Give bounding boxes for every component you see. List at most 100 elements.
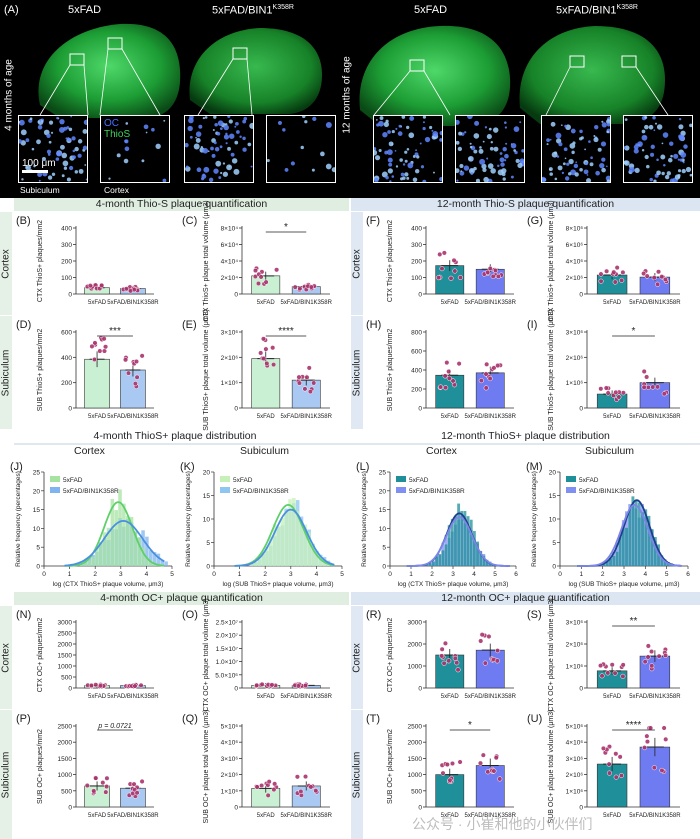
plaque-dot — [594, 124, 599, 130]
plaque-dot — [504, 126, 508, 129]
data-point-I — [620, 390, 626, 396]
plaque-dot — [669, 141, 674, 146]
y-tick-label-C: 0 — [234, 292, 238, 299]
y-tick-label-U: 5×10⁶ — [566, 724, 584, 731]
plaque-dot — [51, 172, 56, 177]
x-axis-label-J: log (CTX ThioS+ plaque volume, μm3) — [53, 581, 164, 588]
plaque-dot — [504, 153, 509, 159]
data-point-U — [651, 765, 657, 771]
plaque-dot — [504, 159, 507, 162]
y-tick-label-L: 0 — [382, 564, 386, 571]
plaque-dot — [214, 146, 220, 152]
plaque-speckles — [456, 116, 524, 182]
data-point-E — [271, 362, 277, 368]
plaque-dot — [215, 160, 222, 167]
hist-bin-L — [428, 563, 432, 566]
plaque-dot — [374, 147, 377, 151]
data-point-U — [613, 774, 619, 780]
data-point-T — [493, 755, 499, 761]
hist-bin-M — [637, 502, 641, 566]
scale-bar — [22, 170, 48, 173]
plaque-dot — [383, 121, 389, 128]
plaque-dot — [550, 121, 556, 127]
plaque-dot — [235, 121, 239, 126]
sig-label-D: *** — [109, 326, 121, 337]
y-tick-label-M: 10 — [549, 517, 557, 524]
y-tick-label-O: 2.0×10⁷ — [216, 633, 239, 640]
hist-bin-J — [148, 550, 153, 566]
plaque-dot — [624, 146, 627, 150]
hist-bin-J — [137, 537, 141, 566]
plaque-dot — [660, 154, 666, 160]
plaque-dot — [218, 176, 222, 179]
plaque-dot — [404, 150, 408, 154]
plaque-dot — [213, 116, 217, 119]
chart-H: (H) SUB ThioS+ plaques/mm2 0 200 400 600 800 5x… — [366, 319, 517, 420]
plaque-dot — [459, 163, 464, 169]
plaque-dot — [195, 138, 201, 143]
plaque-dot — [661, 171, 665, 176]
plaque-dot — [680, 152, 687, 158]
plaque-dot — [108, 177, 111, 180]
plaque-dot — [236, 130, 240, 134]
hist-bin-J — [95, 546, 99, 566]
plaque-dot — [589, 162, 594, 167]
x-tick-label-H-1: 5xFAD/BIN1K358R — [465, 414, 517, 420]
plaque-dot — [250, 165, 253, 168]
plaque-dot — [422, 126, 426, 131]
scale-bar-label: 100 μm — [22, 158, 56, 169]
x-tick-label-M: 0 — [558, 571, 562, 578]
plaque-dot — [564, 157, 567, 160]
plaque-dot — [311, 168, 315, 172]
plaque-dot — [19, 121, 21, 123]
y-axis-label-R: CTX OC+ plaques/mm2 — [387, 618, 394, 693]
plaque-dot — [666, 171, 671, 176]
data-point-O — [302, 683, 308, 689]
plaque-dot — [385, 175, 389, 180]
data-point-F — [485, 269, 491, 275]
data-point-I — [644, 374, 650, 380]
plaque-dot — [195, 136, 197, 139]
hist-bin-J — [148, 560, 153, 566]
plaque-dot — [77, 139, 83, 144]
plaque-dot — [277, 120, 283, 125]
plaque-dot — [207, 150, 210, 153]
hist-bin-J — [122, 503, 126, 566]
data-point-H — [495, 363, 501, 369]
plaque-dot — [200, 146, 203, 149]
data-point-N — [98, 683, 104, 689]
fit-curve-M-1 — [577, 503, 682, 567]
plaque-dot — [242, 136, 246, 141]
plaque-dot — [123, 158, 129, 164]
plaque-dot — [401, 116, 406, 119]
data-point-G — [619, 277, 625, 283]
hist-bin-M — [631, 496, 635, 566]
row-label-cortex-4: Cortex — [351, 606, 363, 709]
data-point-G — [598, 278, 604, 284]
data-point-H — [450, 378, 456, 384]
x-tick-label-I-0: 5xFAD — [603, 414, 622, 420]
row-label-subiculum-4: Subiculum — [351, 710, 363, 839]
panel-label-E: (E) — [182, 319, 197, 331]
hist-bin-K — [318, 556, 323, 566]
data-point-E — [258, 350, 264, 356]
data-point-R — [446, 658, 452, 664]
label-cortex: Cortex — [104, 185, 130, 195]
data-point-S — [642, 659, 648, 665]
data-point-H — [442, 373, 448, 379]
plaque-dot — [141, 159, 145, 163]
data-point-P — [104, 784, 110, 790]
y-tick-label-L: 20 — [379, 488, 387, 495]
hist-bin-K — [292, 497, 296, 566]
plaque-dot — [374, 155, 381, 161]
x-tick-label-J: 5 — [170, 571, 174, 578]
data-point-P — [84, 783, 90, 789]
data-point-C — [297, 286, 303, 292]
plaque-dot — [227, 146, 231, 151]
x-tick-label-E-1: 5xFAD/BIN1K358R — [281, 414, 333, 420]
sig-label-S: ** — [630, 616, 638, 627]
plaque-dot — [404, 172, 409, 177]
plaque-dot — [489, 146, 494, 151]
plaque-dot — [601, 122, 607, 128]
plaque-dot — [656, 124, 663, 130]
